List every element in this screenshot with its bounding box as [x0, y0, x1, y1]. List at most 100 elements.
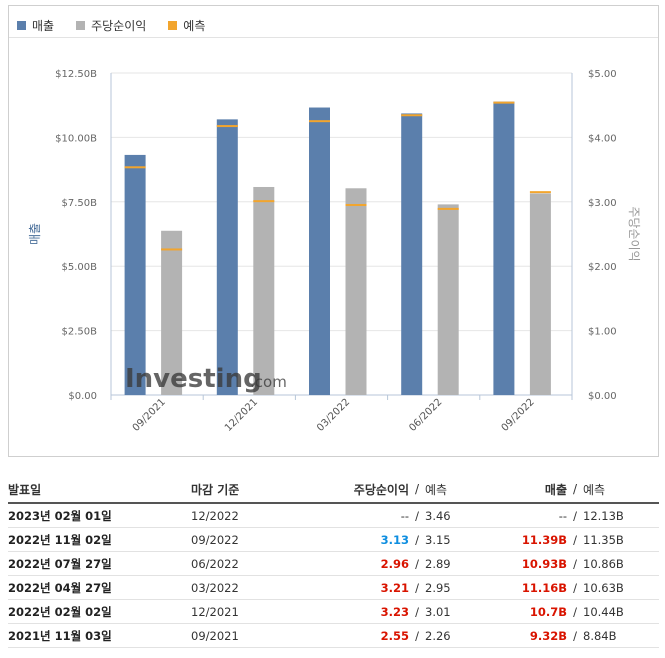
header-eps-forecast[interactable]: 예측	[425, 476, 473, 504]
legend-swatch-eps	[76, 20, 86, 30]
cell-period: 06/2022	[191, 551, 326, 576]
forecast-marker-eps	[253, 200, 275, 203]
cell-rev-sep: /	[567, 503, 583, 528]
header-revenue-forecast[interactable]: 예측	[583, 476, 659, 504]
bar-revenue	[401, 113, 423, 395]
forecast-marker-revenue	[493, 101, 515, 104]
y-tick-label-right: $3.00	[588, 198, 617, 209]
legend-item-revenue[interactable]: 매출	[17, 17, 54, 34]
investing-logo: Investing	[125, 364, 262, 394]
cell-date: 2021년 11월 03일	[8, 623, 191, 648]
earnings-chart: $0.00 $0.00 $2.50B $1.00 $5.00B $2.00 $7.50B $3…	[28, 69, 641, 434]
cell-eps: 2.55	[326, 623, 409, 648]
table-row: 2022년 04월 27일 03/2022 3.21/2.95 11.16B/10.6…	[8, 575, 659, 600]
table-row: 2022년 07월 27일 06/2022 2.96/2.89 10.93B/10.8…	[8, 551, 659, 576]
legend-divider	[9, 37, 658, 38]
header-rev-sep: /	[567, 476, 583, 504]
header-eps-sep: /	[409, 476, 425, 504]
cell-rev-sep: /	[567, 599, 583, 624]
cell-eps-sep: /	[409, 575, 425, 600]
cell-revenue-forecast: 12.13B	[583, 503, 659, 528]
y-tick-label-left: $2.50B	[62, 327, 98, 338]
y-tick-label-right: $5.00	[588, 69, 617, 80]
cell-rev-sep: /	[567, 575, 583, 600]
cell-period: 12/2021	[191, 599, 326, 624]
cell-revenue-forecast: 8.84B	[583, 623, 659, 648]
y-tick-label-left: $12.50B	[55, 69, 97, 80]
y-tick-label-right: $1.00	[588, 327, 617, 338]
x-tick-label: 09/2022	[500, 397, 537, 434]
cell-period: 03/2022	[191, 575, 326, 600]
forecast-marker-eps	[437, 207, 459, 210]
cell-rev-sep: /	[567, 551, 583, 576]
forecast-marker-eps	[529, 191, 551, 194]
y-axis-title-right: 주당순이익	[627, 206, 641, 261]
cell-revenue: 10.7B	[473, 599, 567, 624]
cell-eps-forecast: 2.26	[425, 623, 473, 648]
header-period[interactable]: 마감 기준	[191, 476, 326, 504]
cell-eps-sep: /	[409, 503, 425, 528]
cell-period: 09/2021	[191, 623, 326, 648]
forecast-marker-revenue	[216, 125, 238, 128]
cell-eps: 3.21	[326, 575, 409, 600]
chart-legend: 매출 주당순이익 예측	[17, 15, 227, 35]
bar-eps	[529, 193, 551, 395]
cell-revenue: 10.93B	[473, 551, 567, 576]
table-row: 2021년 11월 03일 09/2021 2.55/2.26 9.32B/8.84B	[8, 623, 659, 648]
table-row: 2022년 02월 02일 12/2021 3.23/3.01 10.7B/10.44…	[8, 599, 659, 624]
cell-period: 12/2022	[191, 503, 326, 528]
table-row: 2022년 11월 02일 09/2022 3.13/3.15 11.39B/11.3…	[8, 527, 659, 552]
cell-eps-forecast: 3.01	[425, 599, 473, 624]
x-tick-label: 12/2021	[223, 397, 260, 434]
bar-eps	[253, 186, 275, 395]
cell-date: 2023년 02월 01일	[8, 503, 191, 528]
header-date[interactable]: 발표일	[8, 476, 191, 504]
earnings-table: 발표일 마감 기준 주당순이익 / 예측 매출 / 예측 2023년 02월 0…	[8, 476, 659, 648]
cell-eps-forecast: 2.89	[425, 551, 473, 576]
cell-eps-forecast: 3.46	[425, 503, 473, 528]
x-tick-label: 03/2022	[315, 397, 352, 434]
cell-date: 2022년 11월 02일	[8, 527, 191, 552]
legend-label-forecast: 예측	[183, 18, 206, 33]
y-tick-label-left: $5.00B	[62, 262, 98, 273]
x-tick-label: 09/2021	[131, 397, 168, 434]
cell-revenue: 11.39B	[473, 527, 567, 552]
table-row: 2023년 02월 01일 12/2022 --/3.46 --/12.13B	[8, 503, 659, 528]
cell-revenue-forecast: 11.35B	[583, 527, 659, 552]
legend-swatch-forecast	[168, 20, 178, 30]
y-tick-label-right: $2.00	[588, 262, 617, 273]
cell-period: 09/2022	[191, 527, 326, 552]
bar-revenue	[309, 107, 330, 395]
header-revenue[interactable]: 매출	[473, 476, 567, 504]
bar-eps	[161, 230, 183, 395]
forecast-marker-revenue	[124, 166, 146, 169]
cell-revenue: --	[473, 503, 567, 528]
cell-revenue-forecast: 10.44B	[583, 599, 659, 624]
table-body: 2023년 02월 01일 12/2022 --/3.46 --/12.13B 2022…	[8, 503, 659, 648]
cell-revenue: 9.32B	[473, 623, 567, 648]
forecast-marker-revenue	[309, 120, 330, 123]
legend-item-eps[interactable]: 주당순이익	[76, 17, 146, 34]
cell-rev-sep: /	[567, 527, 583, 552]
investing-logo-suffix: .com	[250, 373, 287, 391]
table-header-row: 발표일 마감 기준 주당순이익 / 예측 매출 / 예측	[8, 476, 659, 504]
bar-revenue	[124, 154, 146, 395]
y-axis-title-left: 매출	[28, 223, 42, 245]
earnings-table-wrap: 발표일 마감 기준 주당순이익 / 예측 매출 / 예측 2023년 02월 0…	[8, 476, 659, 648]
cell-date: 2022년 07월 27일	[8, 551, 191, 576]
legend-label-revenue: 매출	[32, 18, 55, 33]
cell-eps-forecast: 2.95	[425, 575, 473, 600]
y-tick-label-left: $7.50B	[62, 198, 98, 209]
cell-eps: 3.23	[326, 599, 409, 624]
y-tick-label-left: $10.00B	[55, 133, 97, 144]
header-eps[interactable]: 주당순이익	[326, 476, 409, 504]
cell-eps-sep: /	[409, 623, 425, 648]
cell-eps: --	[326, 503, 409, 528]
cell-revenue-forecast: 10.63B	[583, 575, 659, 600]
legend-item-forecast[interactable]: 예측	[168, 17, 205, 34]
cell-date: 2022년 02월 02일	[8, 599, 191, 624]
bar-eps	[345, 188, 367, 395]
cell-eps-forecast: 3.15	[425, 527, 473, 552]
bar-revenue	[216, 119, 238, 396]
y-tick-label-right: $4.00	[588, 133, 617, 144]
